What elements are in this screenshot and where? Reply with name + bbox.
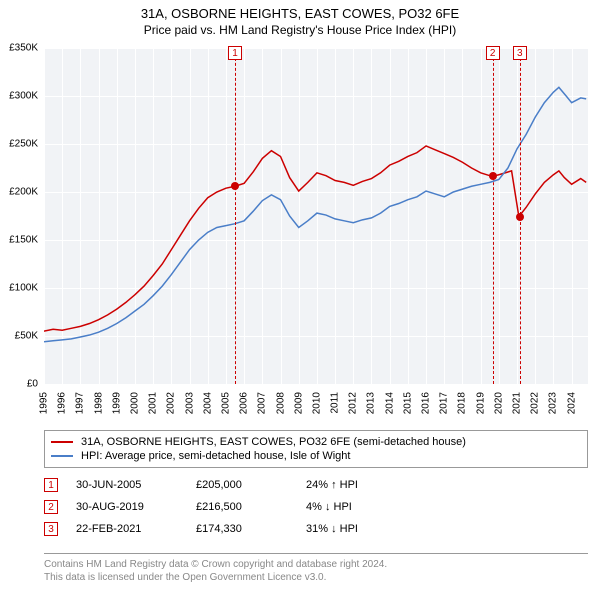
legend-item: 31A, OSBORNE HEIGHTS, EAST COWES, PO32 6… [51,435,581,449]
x-tick-label: 2003 [184,392,195,414]
x-tick-label: 2017 [439,392,450,414]
x-tick-label: 2024 [566,392,577,414]
y-tick-label: £200K [9,187,38,198]
sale-row: 2 30-AUG-2019£216,5004% ↓ HPI [44,496,588,518]
x-tick-label: 2001 [148,392,159,414]
sale-date: 30-AUG-2019 [76,501,196,513]
sale-marker-line [235,48,236,384]
x-tick-label: 2011 [330,392,341,414]
footer-line-2: This data is licensed under the Open Gov… [44,571,588,584]
x-tick-label: 2005 [220,392,231,414]
x-tick-label: 2015 [402,392,413,414]
sale-hpi-diff: 4% ↓ HPI [306,501,416,513]
x-tick-label: 2010 [311,392,322,414]
x-tick-label: 2020 [493,392,504,414]
y-tick-label: £350K [9,43,38,54]
x-tick-label: 2022 [530,392,541,414]
sale-hpi-diff: 31% ↓ HPI [306,523,416,535]
sale-row-badge: 2 [44,500,58,514]
y-tick-label: £250K [9,139,38,150]
x-axis: 1995199619971998199920002001200220032004… [44,388,588,426]
y-tick-label: £0 [27,379,38,390]
x-tick-label: 2000 [129,392,140,414]
sale-hpi-diff: 24% ↑ HPI [306,479,416,491]
x-tick-label: 2012 [348,392,359,414]
series-property [44,146,586,331]
sale-date: 22-FEB-2021 [76,523,196,535]
legend-swatch [51,441,73,443]
x-tick-label: 2006 [239,392,250,414]
legend-swatch [51,455,73,457]
x-tick-label: 2018 [457,392,468,414]
sale-marker-badge: 3 [513,46,527,60]
sale-marker-badge: 1 [228,46,242,60]
sale-date: 30-JUN-2005 [76,479,196,491]
sale-marker-line [493,48,494,384]
sale-marker-badge: 2 [486,46,500,60]
sale-marker-dot [516,213,524,221]
y-tick-label: £300K [9,91,38,102]
y-axis: £0£50K£100K£150K£200K£250K£300K£350K [0,48,42,384]
sale-price: £205,000 [196,479,306,491]
legend-label: 31A, OSBORNE HEIGHTS, EAST COWES, PO32 6… [81,436,466,448]
sale-row-badge: 3 [44,522,58,536]
legend: 31A, OSBORNE HEIGHTS, EAST COWES, PO32 6… [44,430,588,468]
sale-price: £216,500 [196,501,306,513]
chart-container: 31A, OSBORNE HEIGHTS, EAST COWES, PO32 6… [0,0,600,590]
sale-row: 3 22-FEB-2021£174,33031% ↓ HPI [44,518,588,540]
footer-attribution: Contains HM Land Registry data © Crown c… [44,553,588,584]
x-tick-label: 2021 [512,392,523,414]
x-tick-label: 1998 [93,392,104,414]
x-tick-label: 2014 [384,392,395,414]
y-tick-label: £100K [9,283,38,294]
x-tick-label: 1995 [39,392,50,414]
legend-label: HPI: Average price, semi-detached house,… [81,450,350,462]
y-tick-label: £50K [15,331,38,342]
x-tick-label: 1996 [57,392,68,414]
x-tick-label: 2013 [366,392,377,414]
sale-marker-dot [489,172,497,180]
plot-area: 1 23 [44,48,588,384]
x-tick-label: 1999 [111,392,122,414]
x-tick-label: 2007 [257,392,268,414]
y-tick-label: £150K [9,235,38,246]
x-tick-label: 2016 [421,392,432,414]
gridline-h [44,384,588,385]
sale-row: 1 30-JUN-2005£205,00024% ↑ HPI [44,474,588,496]
chart-title: 31A, OSBORNE HEIGHTS, EAST COWES, PO32 6… [0,0,600,21]
sale-row-badge: 1 [44,478,58,492]
x-tick-label: 2002 [166,392,177,414]
legend-item: HPI: Average price, semi-detached house,… [51,449,581,463]
line-series-svg [44,48,588,384]
x-tick-label: 1997 [75,392,86,414]
chart-subtitle: Price paid vs. HM Land Registry's House … [0,21,600,37]
x-tick-label: 2019 [475,392,486,414]
sale-marker-dot [231,182,239,190]
x-tick-label: 2004 [202,392,213,414]
sales-table: 1 30-JUN-2005£205,00024% ↑ HPI 2 30-AUG-201… [44,474,588,540]
x-tick-label: 2009 [293,392,304,414]
x-tick-label: 2023 [548,392,559,414]
sale-price: £174,330 [196,523,306,535]
footer-line-1: Contains HM Land Registry data © Crown c… [44,558,588,571]
x-tick-label: 2008 [275,392,286,414]
